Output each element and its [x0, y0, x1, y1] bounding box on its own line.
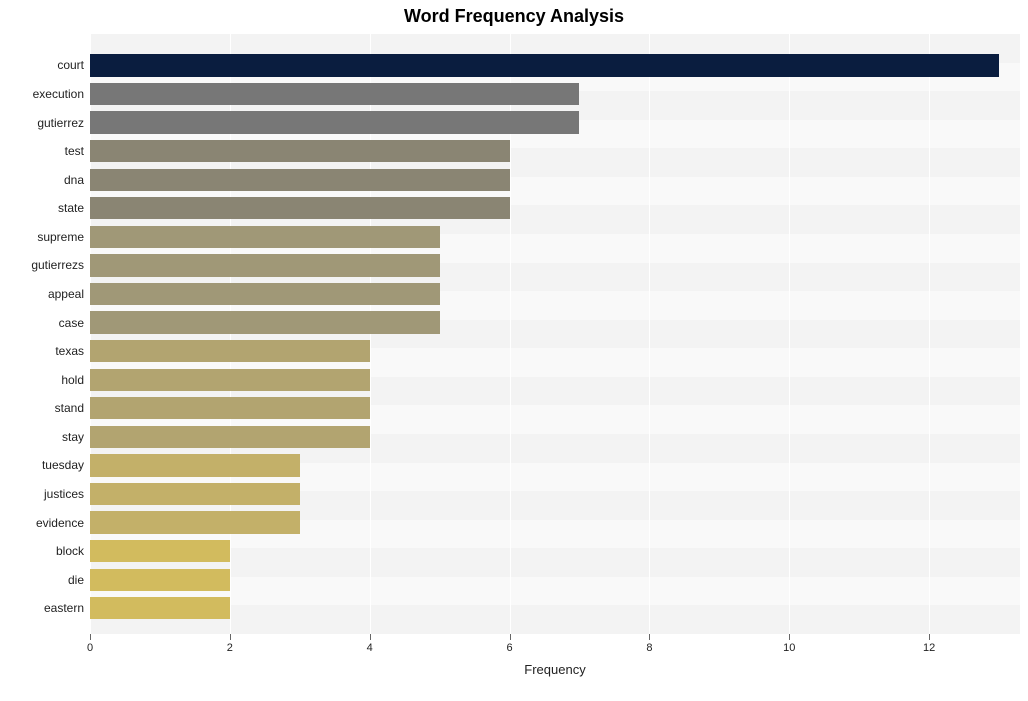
- bar: [90, 111, 579, 133]
- chart-title: Word Frequency Analysis: [0, 6, 1028, 27]
- x-tick: [789, 634, 790, 640]
- y-axis-label: justices: [4, 487, 84, 501]
- bar: [90, 597, 230, 619]
- y-axis-label: evidence: [4, 516, 84, 530]
- x-tick: [649, 634, 650, 640]
- y-axis-label: gutierrez: [4, 116, 84, 130]
- y-axis-label: supreme: [4, 230, 84, 244]
- y-axis-label: block: [4, 544, 84, 558]
- x-axis-tick-label: 12: [923, 642, 935, 654]
- x-tick: [510, 634, 511, 640]
- bar: [90, 511, 300, 533]
- y-axis-label: gutierrezs: [4, 258, 84, 272]
- y-axis-label: texas: [4, 344, 84, 358]
- x-axis-tick-label: 2: [227, 642, 233, 654]
- y-axis-label: hold: [4, 373, 84, 387]
- x-axis-tick-label: 4: [367, 642, 373, 654]
- chart-container: Word Frequency Analysis 024681012Frequen…: [0, 0, 1028, 701]
- y-axis-label: case: [4, 316, 84, 330]
- y-axis-label: dna: [4, 173, 84, 187]
- x-tick: [929, 634, 930, 640]
- y-axis-label: stay: [4, 430, 84, 444]
- x-axis-tick-label: 8: [646, 642, 652, 654]
- grid-line: [929, 34, 930, 634]
- y-axis-label: execution: [4, 87, 84, 101]
- bar: [90, 569, 230, 591]
- bar: [90, 54, 999, 76]
- bar: [90, 397, 370, 419]
- bar: [90, 197, 510, 219]
- bar: [90, 483, 300, 505]
- y-axis-label: eastern: [4, 601, 84, 615]
- y-axis-label: die: [4, 573, 84, 587]
- bar: [90, 426, 370, 448]
- bar: [90, 311, 440, 333]
- x-axis-title: Frequency: [90, 662, 1020, 677]
- bar: [90, 283, 440, 305]
- plot-area: 024681012Frequency: [90, 34, 1020, 634]
- bar: [90, 83, 579, 105]
- bar: [90, 254, 440, 276]
- y-axis-label: appeal: [4, 287, 84, 301]
- y-axis-label: state: [4, 201, 84, 215]
- bar: [90, 169, 510, 191]
- x-tick: [230, 634, 231, 640]
- x-axis-tick-label: 0: [87, 642, 93, 654]
- y-axis-label: test: [4, 144, 84, 158]
- x-axis-tick-label: 10: [783, 642, 795, 654]
- x-tick: [90, 634, 91, 640]
- y-axis-label: court: [4, 58, 84, 72]
- y-axis-label: stand: [4, 401, 84, 415]
- grid-line: [649, 34, 650, 634]
- bar: [90, 140, 510, 162]
- bar: [90, 454, 300, 476]
- bar: [90, 226, 440, 248]
- bar: [90, 369, 370, 391]
- y-axis-label: tuesday: [4, 458, 84, 472]
- x-axis-tick-label: 6: [506, 642, 512, 654]
- x-tick: [370, 634, 371, 640]
- grid-line: [789, 34, 790, 634]
- bar: [90, 340, 370, 362]
- bar: [90, 540, 230, 562]
